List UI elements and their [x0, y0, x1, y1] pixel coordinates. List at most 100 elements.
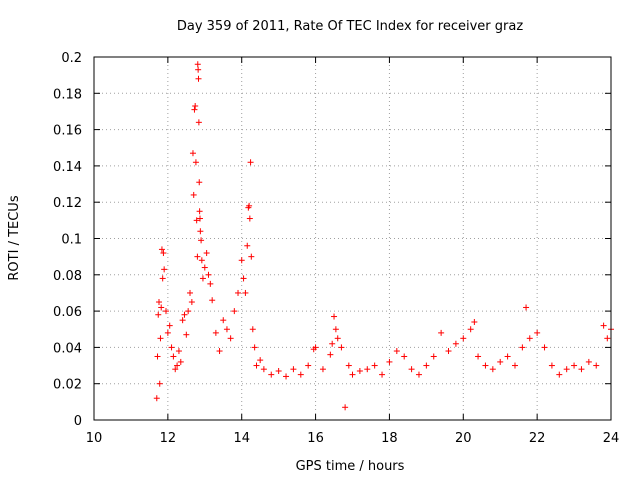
data-point	[156, 380, 163, 387]
data-point	[205, 271, 212, 278]
data-point	[160, 250, 167, 257]
data-point	[541, 344, 548, 351]
data-point	[235, 289, 242, 296]
data-point	[181, 311, 188, 318]
data-point	[170, 353, 177, 360]
data-point	[198, 237, 205, 244]
x-tick-label: 10	[86, 431, 103, 446]
data-point	[585, 358, 592, 365]
data-point	[159, 275, 166, 282]
data-point	[196, 179, 203, 186]
data-point	[177, 358, 184, 365]
data-point	[452, 340, 459, 347]
data-point	[338, 344, 345, 351]
plot-frame	[93, 56, 612, 421]
data-point	[275, 367, 282, 374]
data-point	[203, 250, 210, 257]
data-point	[220, 317, 227, 324]
data-point	[246, 215, 253, 222]
data-point	[268, 371, 275, 378]
data-point	[593, 362, 600, 369]
x-tick-label: 24	[603, 431, 620, 446]
data-point	[349, 371, 356, 378]
axis-ticks: 10 12 14 16 18 20 22 24 0 0.02 0.04 0.06 0.08 0.1 0.12…	[53, 51, 619, 446]
data-point	[482, 362, 489, 369]
data-point	[153, 395, 160, 402]
data-point	[154, 353, 161, 360]
data-point	[305, 362, 312, 369]
data-point	[248, 253, 255, 260]
data-point	[408, 366, 415, 373]
data-point	[246, 202, 253, 209]
x-tick-label: 18	[381, 431, 398, 446]
data-point	[192, 103, 199, 110]
data-point	[283, 373, 290, 380]
data-point	[174, 362, 181, 369]
x-tick-label: 16	[307, 431, 324, 446]
y-tick-label: 0.2	[61, 51, 82, 66]
data-points	[153, 61, 614, 411]
data-point	[563, 366, 570, 373]
data-point	[423, 362, 430, 369]
data-point	[195, 119, 202, 126]
y-tick-label: 0.16	[53, 124, 82, 139]
data-point	[334, 335, 341, 342]
grid-lines	[94, 57, 611, 420]
data-point	[257, 357, 264, 364]
y-tick-label: 0.1	[61, 233, 82, 248]
data-point	[534, 329, 541, 336]
data-point	[199, 275, 206, 282]
data-point	[161, 266, 168, 273]
data-point	[195, 75, 202, 82]
data-point	[548, 362, 555, 369]
data-point	[188, 299, 195, 306]
data-point	[526, 335, 533, 342]
data-point	[193, 217, 200, 224]
data-point	[157, 335, 164, 342]
y-tick-label: 0.12	[53, 196, 82, 211]
y-tick-label: 0.04	[53, 341, 82, 356]
data-point	[489, 366, 496, 373]
x-tick-label: 20	[455, 431, 472, 446]
data-point	[386, 358, 393, 365]
data-point	[251, 344, 258, 351]
data-point	[247, 159, 254, 166]
data-point	[578, 366, 585, 373]
data-point	[189, 150, 196, 157]
data-point	[364, 366, 371, 373]
data-point	[312, 344, 319, 351]
data-point	[168, 344, 175, 351]
data-point	[600, 322, 607, 329]
data-point	[438, 329, 445, 336]
data-point	[172, 366, 179, 373]
data-point	[571, 362, 578, 369]
data-point	[460, 335, 467, 342]
data-point	[195, 66, 202, 73]
data-point	[467, 326, 474, 333]
data-point	[212, 329, 219, 336]
x-axis-label: GPS time / hours	[296, 459, 405, 474]
data-point	[183, 331, 190, 338]
data-point	[179, 317, 186, 324]
y-axis-label: ROTI / TECUs	[7, 195, 22, 280]
data-point	[356, 367, 363, 374]
y-tick-label: 0.18	[53, 87, 82, 102]
data-point	[345, 362, 352, 369]
data-point	[556, 371, 563, 378]
y-tick-label: 0.14	[53, 160, 82, 175]
data-point	[240, 275, 247, 282]
data-point	[201, 264, 208, 271]
data-point	[511, 362, 518, 369]
data-point	[231, 308, 238, 315]
y-tick-label: 0.08	[53, 269, 82, 284]
y-tick-label: 0.06	[53, 305, 82, 320]
data-point	[209, 297, 216, 304]
data-point	[371, 362, 378, 369]
y-tick-label: 0	[74, 414, 82, 429]
data-point	[319, 366, 326, 373]
data-point	[158, 304, 165, 311]
y-tick-label: 0.02	[53, 378, 82, 393]
data-point	[164, 329, 171, 336]
data-point	[194, 61, 201, 68]
